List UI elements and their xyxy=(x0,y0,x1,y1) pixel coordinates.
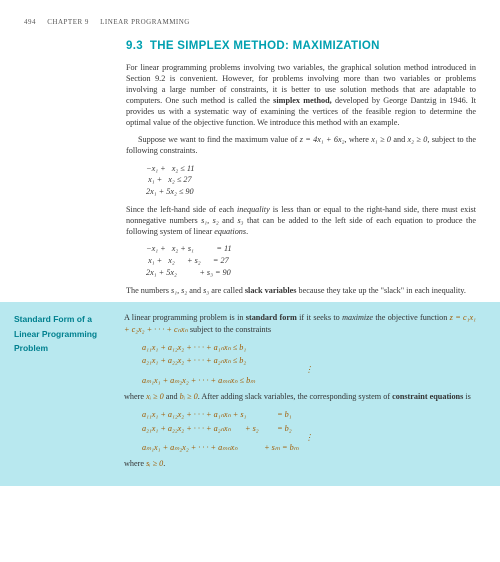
text: The numbers xyxy=(126,286,171,295)
section-number: 9.3 xyxy=(126,40,143,52)
box-para-3: where sᵢ ≥ 0. xyxy=(124,458,476,469)
text: and xyxy=(391,135,408,144)
eq-row: a₁₁x₁ + a₁₂x₂ + · · · + a₁ₙxₙ ≤ b₁ xyxy=(142,341,476,354)
constraint-eq-term: constraint equations xyxy=(392,392,463,401)
text: is xyxy=(463,392,471,401)
text: where xyxy=(124,459,146,468)
paragraph-3: Since the left-hand side of each inequal… xyxy=(126,204,476,237)
text: , where xyxy=(344,135,371,144)
eq-row: −x₁ + x₂ + s₁ = 11 xyxy=(144,243,476,255)
chapter-label: CHAPTER 9 xyxy=(47,18,89,26)
eq-row: x₁ + x₂ + s₂ = 27 xyxy=(144,255,476,267)
text: . xyxy=(163,459,165,468)
text: A linear programming problem is in xyxy=(124,313,246,322)
label-line: Problem xyxy=(14,341,114,355)
text: subject to the constraints xyxy=(188,325,271,334)
box-content: A linear programming problem is in stand… xyxy=(124,312,476,476)
inline-eq: s₁, s₂ xyxy=(171,286,187,295)
term-inequality: inequality xyxy=(237,205,270,214)
eq-row: −x₁ + x₂ ≤ 11 xyxy=(144,163,476,175)
text: because they take up the "slack" in each… xyxy=(297,286,466,295)
text: if it seeks to xyxy=(297,313,342,322)
box-para-2: where xᵢ ≥ 0 and bᵢ ≥ 0. After adding sl… xyxy=(124,391,476,402)
page-number: 494 xyxy=(24,18,36,26)
chapter-title: LINEAR PROGRAMMING xyxy=(100,18,190,26)
inline-eq: s₁, s₂ xyxy=(201,216,219,225)
box-label: Standard Form of a Linear Programming Pr… xyxy=(14,312,114,476)
paragraph-2: Suppose we want to find the maximum valu… xyxy=(126,134,476,156)
paragraph-1: For linear programming problems involvin… xyxy=(126,62,476,128)
equation-block-2: −x₁ + x₂ + s₁ = 11 x₁ + x₂ + s₂ = 27 2x₁… xyxy=(144,243,476,279)
text: and xyxy=(219,216,238,225)
inline-eq: bᵢ ≥ 0 xyxy=(180,392,198,401)
text: Suppose we want to find the maximum valu… xyxy=(138,135,300,144)
term-equations: equations xyxy=(214,227,246,236)
inline-eq: x₂ ≥ 0 xyxy=(408,135,428,144)
eq-row: 2x₁ + 5x₂ + s₃ = 90 xyxy=(144,267,476,279)
simplex-term: simplex method, xyxy=(273,96,332,105)
box-para-1: A linear programming problem is in stand… xyxy=(124,312,476,335)
text: are called xyxy=(209,286,245,295)
section-heading: THE SIMPLEX METHOD: MAXIMIZATION xyxy=(150,40,380,52)
eq-row: x₁ + x₂ ≤ 27 xyxy=(144,174,476,186)
inline-eq: z = 4x₁ + 6x₂ xyxy=(300,135,345,144)
maximize-term: maximize xyxy=(342,313,373,322)
std-form-term: standard form xyxy=(246,313,297,322)
inline-eq: x₁ ≥ 0 xyxy=(371,135,391,144)
standard-form-box: Standard Form of a Linear Programming Pr… xyxy=(0,302,500,486)
text: . After adding slack variables, the corr… xyxy=(198,392,392,401)
slack-term: slack variables xyxy=(245,286,297,295)
text: and xyxy=(164,392,180,401)
equation-block-1: −x₁ + x₂ ≤ 11 x₁ + x₂ ≤ 27 2x₁ + 5x₂ ≤ 9… xyxy=(144,163,476,199)
label-line: Linear Programming xyxy=(14,327,114,341)
text: . xyxy=(246,227,248,236)
eq-row: a₁₁x₁ + a₁₂x₂ + · · · + a₁ₙxₙ + s₁ = b₁ xyxy=(142,408,476,421)
main-column: For linear programming problems involvin… xyxy=(126,62,476,296)
eq-row: 2x₁ + 5x₂ ≤ 90 xyxy=(144,186,476,198)
inline-eq: xᵢ ≥ 0 xyxy=(146,392,164,401)
text: and xyxy=(187,286,203,295)
label-line: Standard Form of a xyxy=(14,312,114,326)
text: Since the left-hand side of each xyxy=(126,205,237,214)
paragraph-4: The numbers s₁, s₂ and s₃ are called sla… xyxy=(126,285,476,296)
inline-eq: sᵢ ≥ 0 xyxy=(146,459,163,468)
eq-row: aₘ₁x₁ + aₘ₂x₂ + · · · + aₘₙxₙ ≤ bₘ xyxy=(142,374,476,387)
text: where xyxy=(124,392,146,401)
page-header: 494 CHAPTER 9 LINEAR PROGRAMMING xyxy=(24,18,476,26)
eq-row: aₘ₁x₁ + aₘ₂x₂ + · · · + aₘₙxₙ + sₘ = bₘ xyxy=(142,441,476,454)
section-title: 9.3 THE SIMPLEX METHOD: MAXIMIZATION xyxy=(126,40,476,52)
text: the objective function xyxy=(373,313,450,322)
constraint-eq-block-2: a₁₁x₁ + a₁₂x₂ + · · · + a₁ₙxₙ + s₁ = b₁ … xyxy=(142,408,476,454)
constraint-eq-block: a₁₁x₁ + a₁₂x₂ + · · · + a₁ₙxₙ ≤ b₁ a₂₁x₁… xyxy=(142,341,476,387)
